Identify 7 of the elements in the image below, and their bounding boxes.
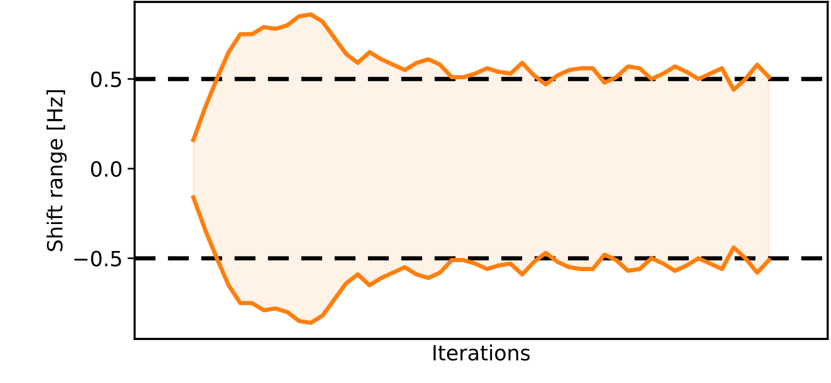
- line-series: [191, 195, 772, 325]
- line-series: [191, 12, 772, 142]
- y-axis-title: Shift range [Hz]: [46, 90, 67, 252]
- y-tick-label: −0.5: [74, 250, 121, 266]
- x-axis-title: Iterations: [434, 344, 530, 361]
- y-tick-label: 0.0: [91, 161, 122, 177]
- y-tick-label: 0.5: [91, 71, 121, 88]
